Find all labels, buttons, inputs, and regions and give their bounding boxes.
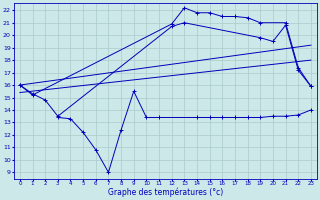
X-axis label: Graphe des températures (°c): Graphe des températures (°c) [108, 188, 223, 197]
